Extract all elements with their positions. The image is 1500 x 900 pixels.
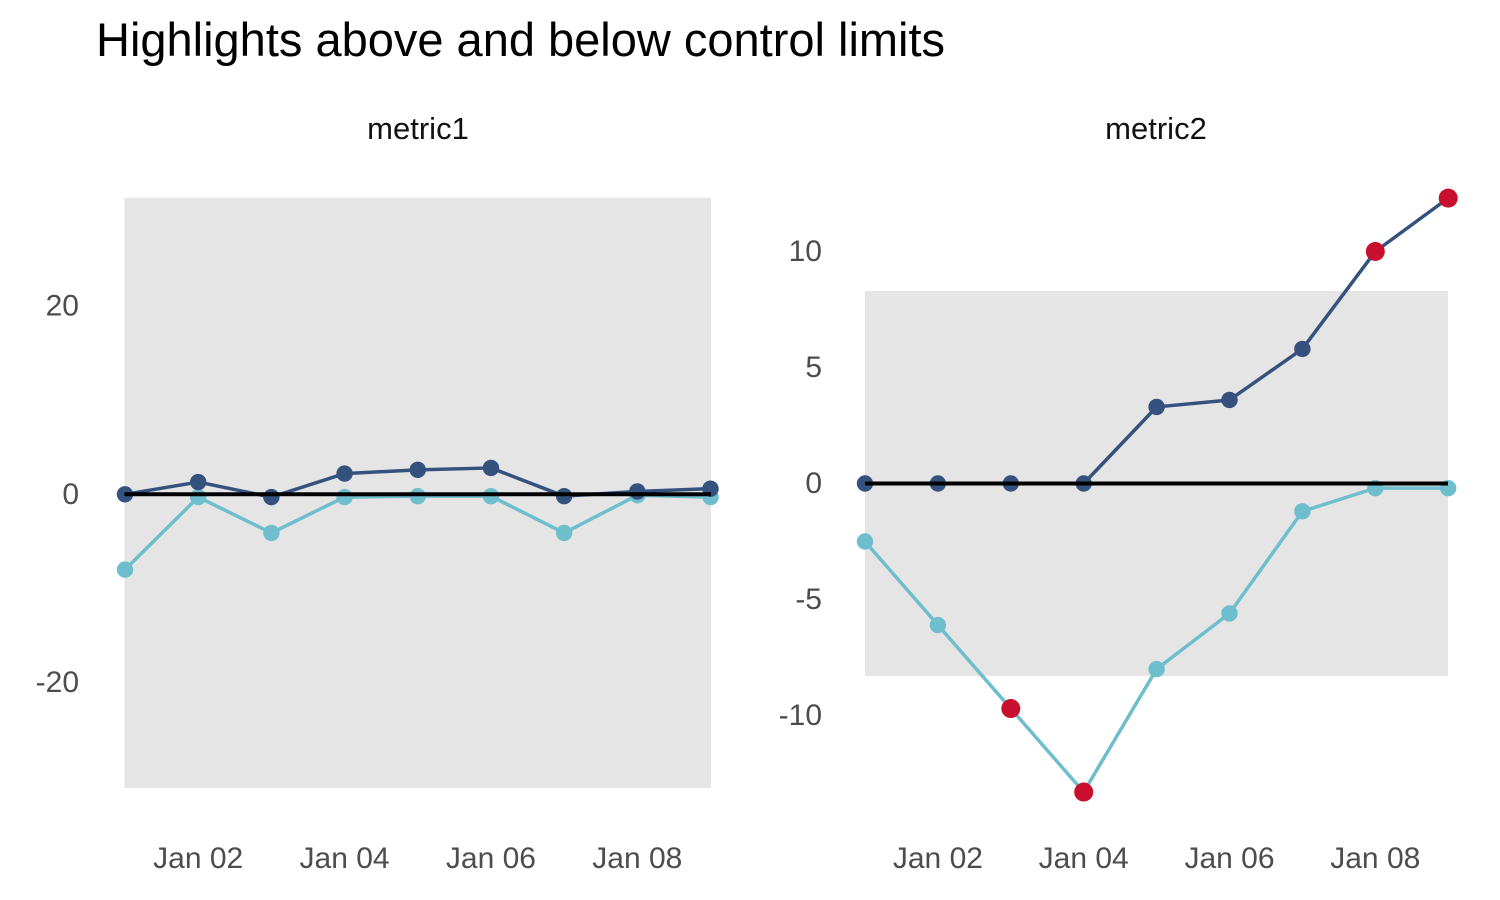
y-tick-label: 5 (805, 351, 822, 384)
x-tick-label: Jan 04 (1039, 842, 1129, 875)
highlighted-point-above (1365, 242, 1385, 261)
data-point-above (409, 461, 426, 479)
y-tick-label: 20 (46, 290, 79, 323)
data-point-above (189, 473, 207, 491)
x-tick-label: Jan 06 (1184, 842, 1274, 875)
y-tick-label: 0 (62, 478, 79, 511)
y-tick-label: -10 (779, 699, 822, 732)
data-point-above (263, 488, 280, 506)
data-point-below (555, 524, 573, 542)
y-tick-label: -20 (36, 666, 79, 699)
data-point-below (336, 488, 353, 506)
data-point-above (629, 483, 646, 500)
data-point-below (1221, 605, 1238, 622)
data-point-below (856, 533, 874, 550)
x-tick-label: Jan 08 (1330, 842, 1420, 875)
data-point-above (1294, 340, 1311, 358)
data-point-below (263, 524, 280, 542)
facet-title-metric1: metric1 (367, 111, 469, 146)
data-point-below (1148, 660, 1165, 678)
data-point-above (1148, 398, 1165, 416)
facet-title-metric2: metric2 (1105, 111, 1207, 146)
data-point-below (189, 488, 207, 506)
y-tick-label: -5 (795, 583, 822, 616)
data-point-above (1221, 391, 1238, 409)
data-point-below (1294, 503, 1311, 520)
data-point-above (482, 459, 500, 477)
y-tick-label: 10 (789, 235, 822, 268)
y-tick-label: 0 (805, 467, 822, 500)
chart-title: Highlights above and below control limit… (96, 13, 946, 66)
highlighted-point-below (1074, 782, 1094, 802)
data-point-below (116, 561, 134, 578)
x-tick-label: Jan 08 (592, 842, 682, 875)
data-point-above (336, 465, 353, 482)
highlighted-point-above (1438, 188, 1458, 208)
x-tick-label: Jan 02 (153, 842, 243, 875)
x-tick-label: Jan 02 (893, 842, 983, 875)
data-point-below (929, 616, 947, 634)
highlighted-point-below (1001, 699, 1021, 719)
x-tick-label: Jan 06 (446, 842, 536, 875)
x-tick-label: Jan 04 (300, 842, 390, 875)
